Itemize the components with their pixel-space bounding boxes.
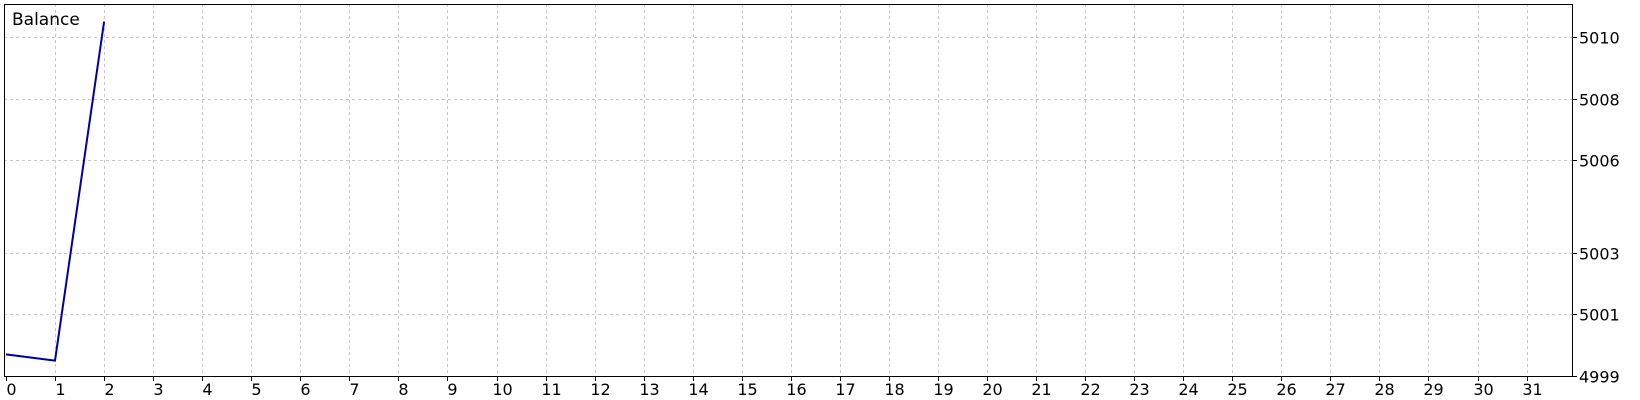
x-tick-label: 22: [1080, 380, 1100, 399]
x-tick-label: 14: [688, 380, 708, 399]
balance-line: [5, 21, 106, 362]
x-axis: 0 1 2 3 4 5 6 7 8 9 10 11 12 13 14 15 16 17 18 19 20 21 22 23 24…: [6, 376, 1543, 399]
x-tick-label: 15: [737, 380, 757, 399]
x-tick-label: 28: [1374, 380, 1394, 399]
x-tick-label: 30: [1473, 380, 1493, 399]
x-tick-label: 19: [933, 380, 953, 399]
y-axis: 4999 5001 5003 5006 5008 5010: [1572, 29, 1620, 387]
y-tick-label: 5003: [1579, 245, 1620, 264]
x-tick-label: 9: [447, 380, 457, 399]
y-tick-label: 4999: [1579, 368, 1620, 387]
x-tick-label: 2: [104, 380, 114, 399]
x-tick-label: 8: [398, 380, 408, 399]
plot-frame: [4, 4, 1573, 377]
x-tick-label: 1: [55, 380, 65, 399]
x-tick-label: 5: [251, 380, 261, 399]
x-tick-label: 13: [639, 380, 659, 399]
chart-title: Balance: [12, 10, 80, 30]
x-tick-label: 18: [884, 380, 904, 399]
x-tick-label: 16: [786, 380, 806, 399]
x-tick-label: 27: [1325, 380, 1345, 399]
x-tick-label: 20: [982, 380, 1002, 399]
x-tick-label: 10: [492, 380, 512, 399]
x-tick-label: 26: [1276, 380, 1296, 399]
series-group: [5, 21, 106, 362]
y-tick-label: 5008: [1579, 91, 1620, 110]
x-tick-label: 4: [202, 380, 212, 399]
x-tick-label: 6: [300, 380, 310, 399]
x-tick-label: 3: [153, 380, 163, 399]
x-tick-label: 21: [1031, 380, 1051, 399]
y-tick-label: 5006: [1579, 152, 1620, 171]
x-tick-label: 7: [349, 380, 359, 399]
y-tick-label: 5001: [1579, 306, 1620, 325]
x-tick-label: 24: [1178, 380, 1198, 399]
x-tick-label: 31: [1522, 380, 1542, 399]
x-tick-label: 12: [590, 380, 610, 399]
y-tick-label: 5010: [1579, 29, 1620, 48]
x-tick-label: 11: [541, 380, 561, 399]
x-tick-label: 23: [1129, 380, 1149, 399]
x-tick-label: 0: [6, 380, 16, 399]
x-tick-label: 17: [835, 380, 855, 399]
x-tick-label: 29: [1423, 380, 1443, 399]
grid-lines: [4, 4, 1572, 376]
x-tick-label: 25: [1227, 380, 1247, 399]
